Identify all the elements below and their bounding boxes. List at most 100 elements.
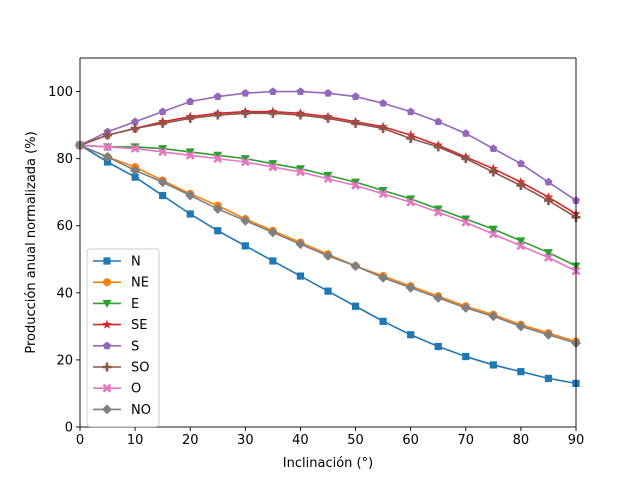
data-point-s	[351, 92, 360, 100]
data-point-so	[461, 154, 471, 164]
data-point-s	[186, 97, 195, 106]
data-point-s	[213, 92, 222, 100]
data-point-s	[516, 159, 525, 168]
legend-item-o: O	[93, 382, 141, 397]
data-point-n	[159, 191, 167, 200]
legend-label-no: NO	[131, 403, 151, 418]
x-tick-label: 50	[347, 433, 364, 448]
x-tick-label: 90	[568, 433, 585, 448]
data-point-o	[351, 181, 360, 190]
data-point-e	[158, 145, 168, 154]
data-point-so	[488, 167, 498, 177]
data-point-e	[543, 249, 553, 258]
data-point-e	[406, 195, 416, 204]
data-point-o	[433, 207, 443, 217]
data-point-n	[296, 272, 305, 280]
legend-item-e: E	[93, 297, 139, 312]
legend-item-ne: NE	[93, 276, 149, 291]
legend-marker-ne	[103, 278, 111, 287]
legend-label-n: N	[131, 255, 141, 270]
data-point-no	[185, 190, 196, 201]
data-point-no	[488, 311, 499, 322]
data-point-e	[185, 148, 195, 157]
legend-marker-se	[102, 319, 112, 329]
data-point-no	[405, 282, 416, 293]
data-point-so	[130, 123, 140, 133]
data-point-o	[103, 142, 112, 152]
data-point-o	[296, 167, 305, 177]
data-point-e	[240, 155, 250, 164]
data-point-e	[351, 178, 361, 187]
data-point-s	[296, 87, 305, 95]
plot-area	[75, 87, 581, 387]
data-point-o	[378, 189, 388, 199]
legend-label-o: O	[131, 382, 141, 397]
data-point-s	[489, 144, 498, 152]
data-point-n	[324, 287, 332, 295]
x-tick-label: 70	[458, 433, 475, 448]
legend-marker-so	[102, 362, 112, 372]
data-point-so	[323, 113, 333, 123]
legend-item-se: SE	[93, 318, 147, 333]
x-tick-label: 20	[182, 433, 199, 448]
data-point-e	[295, 165, 305, 174]
data-point-n	[103, 158, 112, 166]
data-point-e	[378, 187, 388, 196]
data-point-s	[131, 117, 140, 126]
data-point-e	[213, 151, 223, 160]
data-point-so	[543, 196, 553, 206]
data-point-o	[185, 150, 195, 160]
legend-marker-s	[103, 341, 111, 350]
data-point-so	[351, 118, 361, 128]
data-point-e	[461, 215, 471, 224]
y-tick-label: 40	[56, 286, 73, 301]
data-point-n	[214, 227, 222, 235]
data-point-n	[407, 331, 415, 339]
legend-label-s: S	[131, 339, 139, 354]
data-point-e	[268, 160, 278, 169]
x-tick-label: 30	[237, 433, 254, 448]
x-tick-label: 0	[76, 433, 84, 448]
legend-item-so: SO	[93, 361, 149, 376]
legend-item-s: S	[93, 339, 139, 354]
data-point-n	[462, 352, 470, 361]
data-point-s	[379, 99, 388, 107]
data-point-s	[461, 129, 470, 137]
data-point-o	[268, 162, 278, 172]
data-point-no	[102, 151, 113, 162]
y-tick-label: 80	[56, 152, 73, 167]
legend-marker-e	[102, 299, 112, 308]
data-point-no	[240, 215, 251, 226]
data-point-s	[158, 107, 167, 116]
data-point-so	[158, 118, 168, 128]
legend-marker-n	[103, 257, 111, 265]
data-point-no	[323, 250, 333, 261]
x-axis-label: Inclinación (°)	[283, 456, 373, 471]
data-point-no	[460, 302, 471, 313]
data-point-o	[130, 144, 140, 153]
data-point-o	[461, 217, 471, 227]
data-point-s	[241, 89, 250, 97]
x-tick-label: 60	[402, 433, 419, 448]
data-point-o	[544, 253, 553, 263]
data-point-no	[543, 329, 554, 340]
data-point-e	[488, 225, 498, 234]
data-point-no	[515, 321, 526, 332]
legend-item-n: N	[93, 255, 141, 270]
legend-marker-no	[102, 404, 112, 415]
data-point-e	[323, 171, 333, 180]
data-point-n	[517, 368, 525, 376]
axis-ticks: 0 10 20 30 40 50 60 70 80 90 0 20 40 60 80 100	[48, 85, 584, 448]
y-tick-label: 20	[56, 353, 73, 368]
legend-label-ne: NE	[131, 276, 149, 291]
legend-marker-o	[102, 383, 112, 393]
axes-frame	[79, 57, 577, 428]
data-point-o	[240, 157, 250, 167]
data-point-n	[351, 302, 360, 310]
y-tick-label: 100	[48, 85, 73, 100]
data-point-no	[267, 227, 278, 238]
data-point-s	[434, 117, 443, 126]
data-point-n	[269, 257, 277, 265]
y-tick-label: 0	[65, 421, 73, 436]
